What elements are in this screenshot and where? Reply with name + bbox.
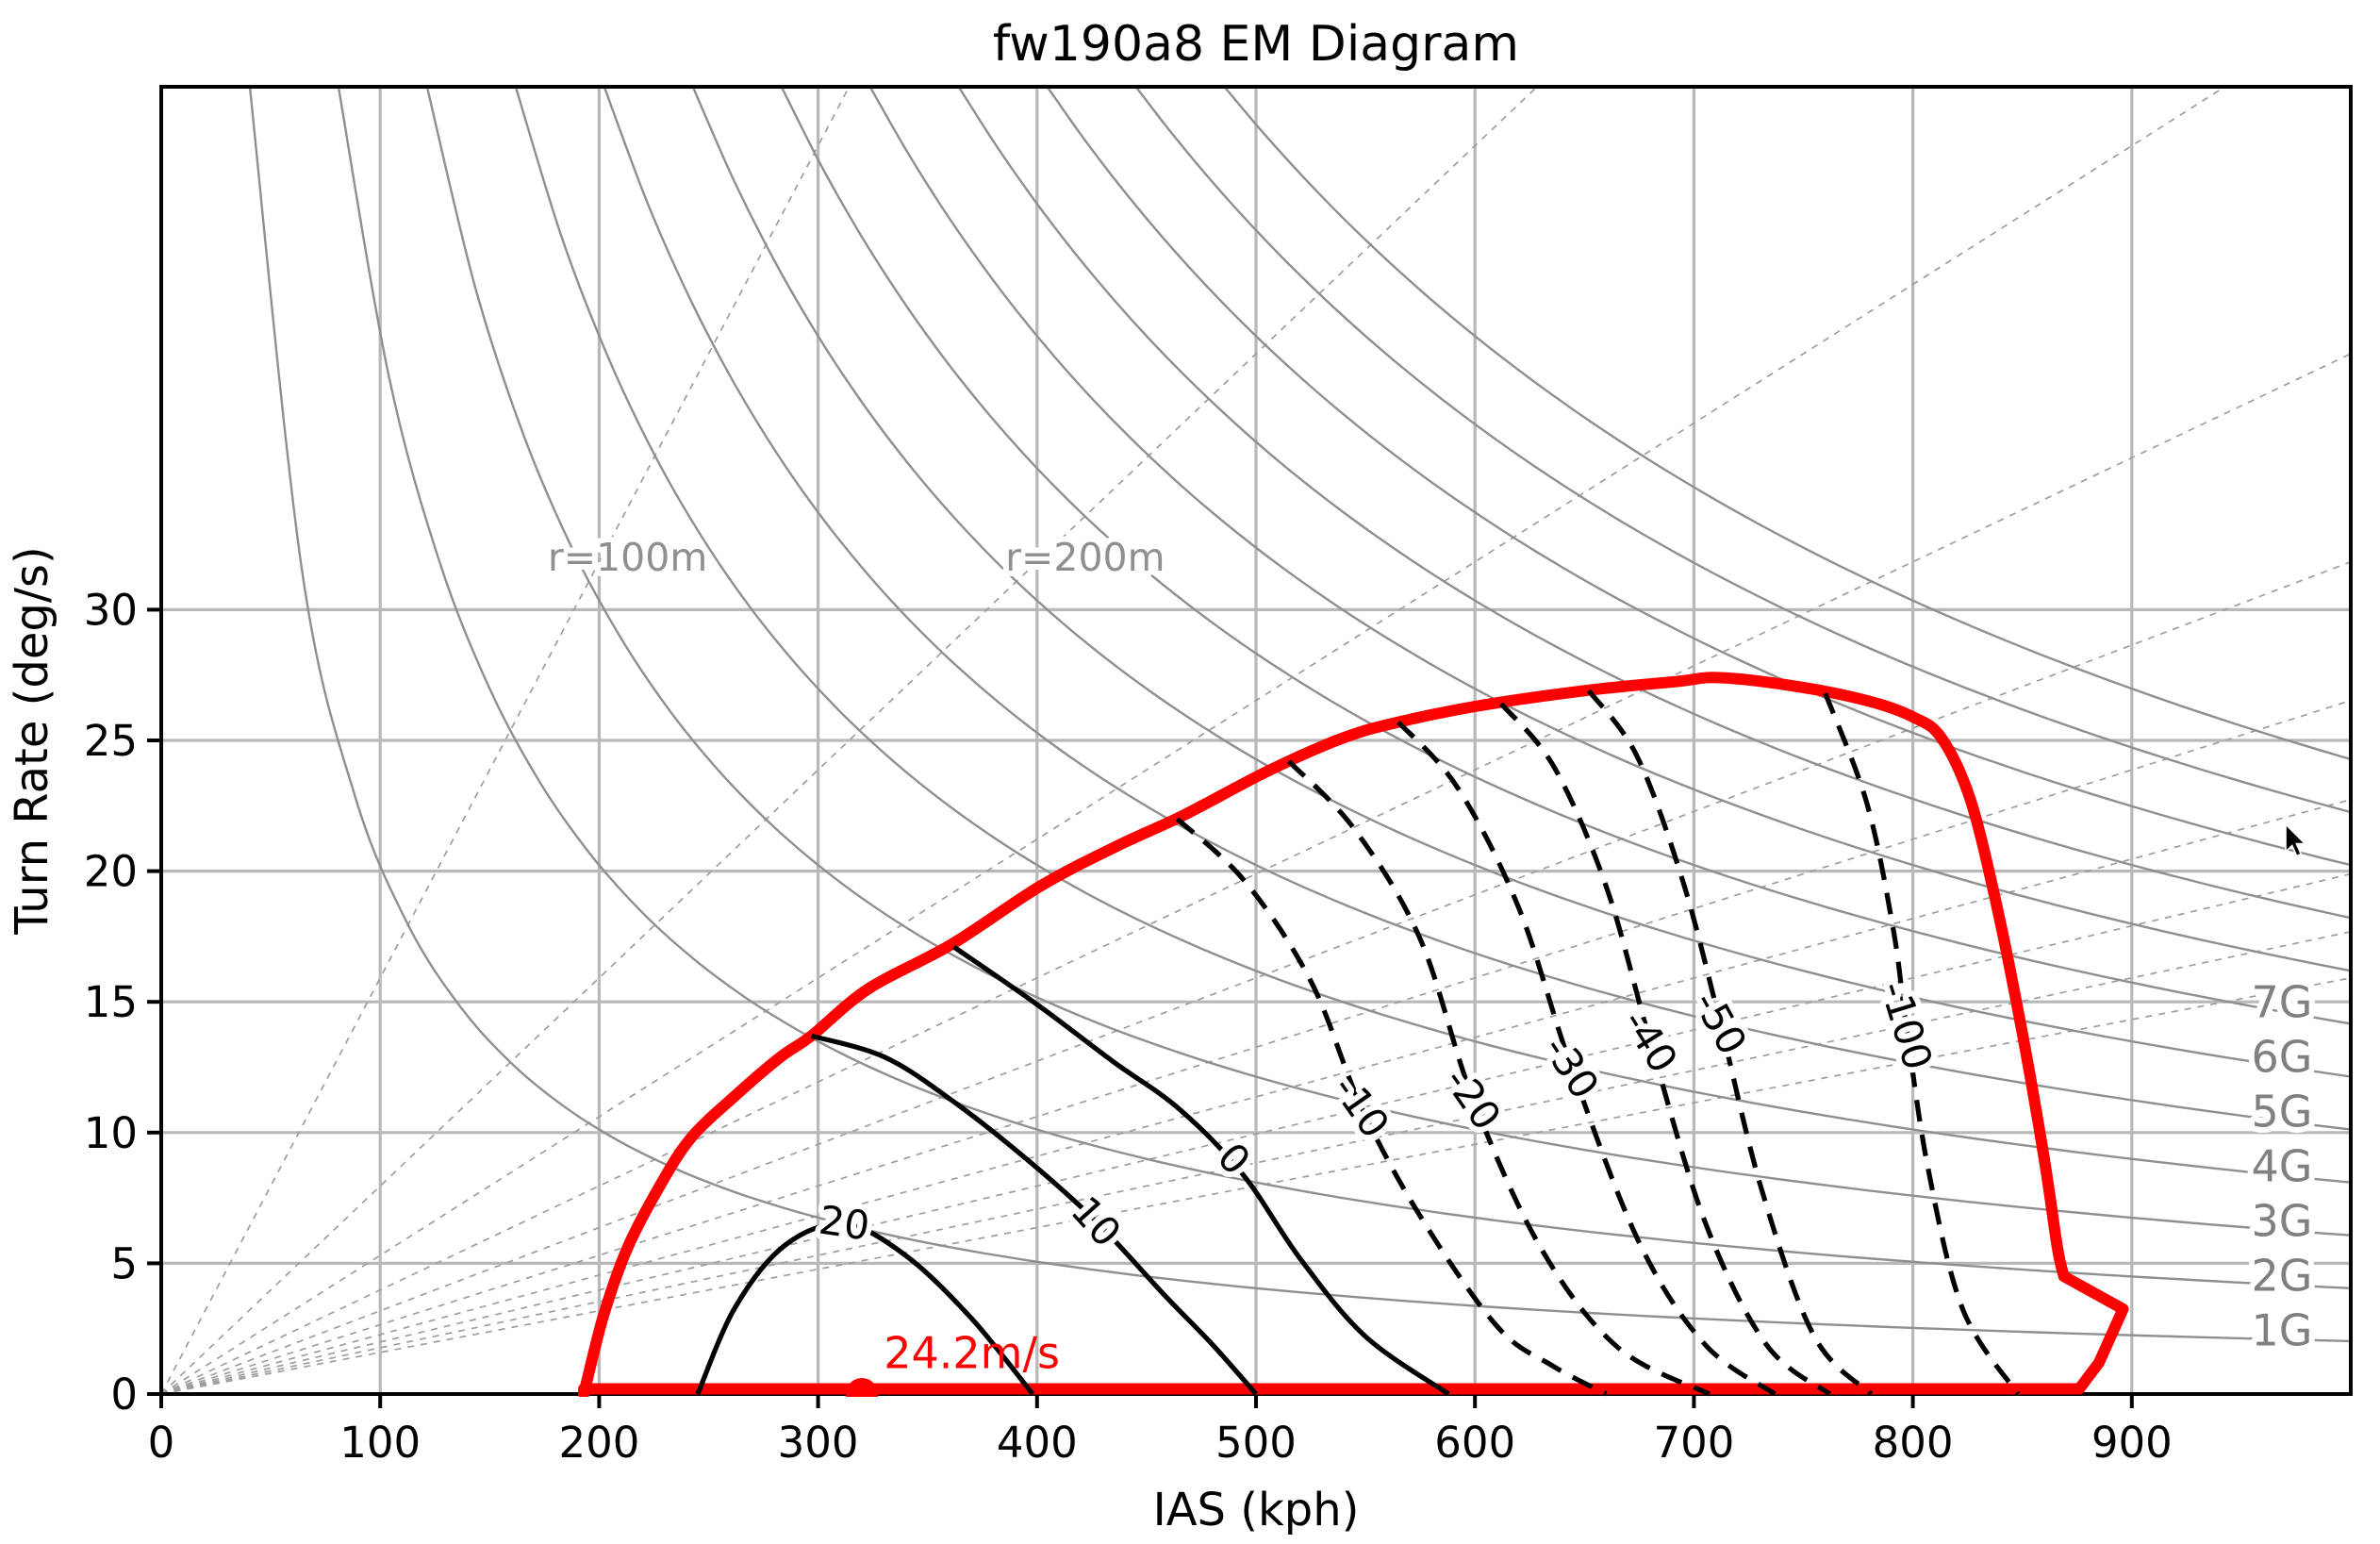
g-line-5g — [603, 86, 2352, 1131]
g-line-10g — [1046, 86, 2352, 867]
g-line-label: 4G — [2252, 1141, 2313, 1192]
x-tick-label: 100 — [339, 1418, 421, 1468]
ps-contours — [695, 689, 2021, 1397]
flight-envelope-line — [578, 672, 2129, 1397]
ps-contour-label: -30 — [1534, 1027, 1608, 1106]
radius-line-label: r=100m — [548, 535, 707, 580]
turn-radius-lines — [160, 86, 2352, 1395]
y-tick-label: 10 — [84, 1108, 138, 1158]
mouse-cursor[interactable] — [2285, 822, 2307, 857]
ps-contour-20 — [695, 1221, 1035, 1396]
x-tick-label: 800 — [1873, 1418, 1954, 1468]
g-line-label: 1G — [2252, 1304, 2313, 1355]
ps-contour-label: 20 — [817, 1197, 873, 1250]
x-axis-label: IAS (kph) — [1153, 1484, 1360, 1536]
ps-contour-10 — [810, 1033, 1258, 1396]
corner-velocity-dot — [846, 1378, 879, 1397]
g-load-lines — [248, 86, 2352, 1343]
ps-contour--20 — [1286, 759, 1711, 1397]
annotations: 24.2m/s — [846, 1327, 1060, 1397]
y-tick-label: 5 — [110, 1238, 138, 1288]
g-line-12g — [1223, 86, 2352, 761]
x-tick-label: 0 — [148, 1418, 175, 1468]
radius-line-900m — [160, 930, 2352, 1395]
y-tick-label: 20 — [84, 847, 138, 897]
ps-contour--30 — [1397, 720, 1777, 1397]
g-line-7g — [780, 86, 2352, 1025]
g-line-1g — [248, 86, 2352, 1343]
x-tick-label: 900 — [2091, 1418, 2173, 1468]
y-axis-label: Turn Rate (deg/s) — [6, 546, 58, 935]
g-line-6g — [691, 86, 2352, 1078]
g-line-9g — [957, 86, 2352, 920]
g-line-3g — [425, 86, 2352, 1237]
y-tick-label: 25 — [84, 716, 138, 766]
g-line-11g — [1134, 86, 2352, 814]
radius-line-1000m — [160, 977, 2352, 1395]
cursor-arrow-icon — [2285, 822, 2307, 857]
x-tick-label: 600 — [1434, 1418, 1515, 1468]
radius-line-100m — [160, 86, 851, 1395]
corner-velocity-label: 24.2m/s — [884, 1327, 1060, 1378]
gridlines — [159, 87, 2351, 1396]
g-line-label: 5G — [2252, 1087, 2313, 1137]
ps-contour-label: -20 — [1435, 1059, 1510, 1138]
radius-line-400m — [160, 353, 2352, 1395]
chart-title: fw190a8 EM Diagram — [993, 16, 1519, 73]
y-tick-label: 15 — [84, 977, 138, 1027]
x-tick-label: 400 — [997, 1418, 1078, 1468]
ps-contour-0 — [952, 944, 1450, 1397]
g-line-label: 3G — [2252, 1195, 2313, 1246]
y-tick-label: 0 — [110, 1370, 138, 1419]
x-tick-label: 300 — [778, 1418, 859, 1468]
g-line-2g — [337, 86, 2352, 1289]
radius-line-800m — [160, 872, 2352, 1395]
ps-contour--10 — [1175, 817, 1608, 1397]
g-line-4g — [514, 86, 2352, 1184]
axes: 0 100 200 300 400 500 600 700 800 900 0 5 10 15 20 25 30 — [84, 85, 2353, 1468]
y-tick-label: 30 — [84, 585, 138, 635]
ps-contour--50 — [1586, 689, 1874, 1396]
x-tick-label: 500 — [1215, 1418, 1297, 1468]
g-line-8g — [868, 86, 2352, 972]
x-tick-label: 200 — [558, 1418, 639, 1468]
radius-line-label: r=200m — [1005, 535, 1165, 580]
radius-line-300m — [160, 86, 2225, 1395]
radius-line-700m — [160, 798, 2352, 1395]
g-line-label: 7G — [2252, 977, 2313, 1028]
ps-contour-label: -40 — [1613, 1002, 1687, 1081]
x-tick-label: 700 — [1653, 1418, 1734, 1468]
g-line-label: 6G — [2252, 1032, 2313, 1083]
ps-contour--100 — [1823, 692, 2021, 1396]
ps-contour-label: -100 — [1871, 975, 1942, 1074]
flight-envelope — [578, 672, 2129, 1397]
ps-contour-label: -10 — [1324, 1067, 1398, 1146]
g-line-label: 2G — [2252, 1250, 2313, 1301]
